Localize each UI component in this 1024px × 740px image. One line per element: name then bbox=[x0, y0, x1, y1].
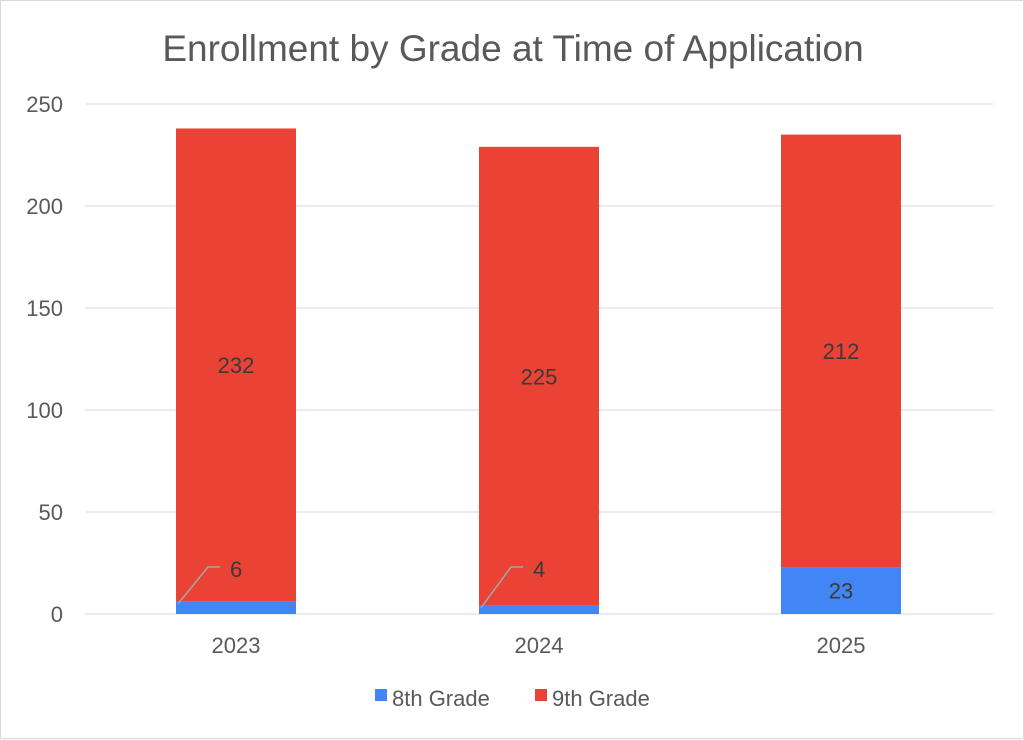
y-tick-label: 200 bbox=[26, 194, 63, 219]
data-label: 23 bbox=[829, 579, 853, 604]
y-tick-label: 0 bbox=[51, 602, 63, 627]
legend-swatch-8th-grade bbox=[375, 689, 387, 701]
y-axis-ticks: 0 50 100 150 200 250 bbox=[26, 92, 63, 627]
bar-9th-grade-2025 bbox=[781, 134, 901, 568]
y-tick-label: 250 bbox=[26, 92, 63, 117]
bar-8th-grade-2024 bbox=[479, 605, 599, 614]
legend-label: 9th Grade bbox=[552, 686, 650, 711]
data-label: 225 bbox=[521, 364, 558, 389]
data-label: 4 bbox=[533, 557, 545, 582]
bar-9th-grade-2024 bbox=[479, 146, 599, 606]
data-label: 212 bbox=[823, 339, 860, 364]
x-axis-ticks: 2023 2024 2025 bbox=[212, 633, 866, 658]
bars bbox=[176, 128, 901, 614]
legend-swatch-9th-grade bbox=[535, 689, 547, 701]
x-tick-label: 2023 bbox=[212, 633, 261, 658]
y-tick-label: 100 bbox=[26, 398, 63, 423]
leader-line bbox=[480, 566, 523, 609]
y-tick-label: 50 bbox=[39, 500, 63, 525]
bar-9th-grade-2023 bbox=[176, 128, 296, 602]
legend: 8th Grade 9th Grade bbox=[375, 686, 650, 711]
chart-title: Enrollment by Grade at Time of Applicati… bbox=[162, 28, 863, 69]
x-tick-label: 2024 bbox=[515, 633, 564, 658]
legend-label: 8th Grade bbox=[392, 686, 490, 711]
bar-8th-grade-2023 bbox=[176, 601, 296, 614]
leader-line bbox=[177, 566, 220, 605]
data-label: 6 bbox=[230, 557, 242, 582]
bar-8th-grade-2025 bbox=[781, 567, 901, 614]
x-tick-label: 2025 bbox=[817, 633, 866, 658]
data-label: 232 bbox=[218, 353, 255, 378]
data-labels: 6 232 4 225 23 212 bbox=[177, 339, 860, 609]
y-tick-label: 150 bbox=[26, 296, 63, 321]
